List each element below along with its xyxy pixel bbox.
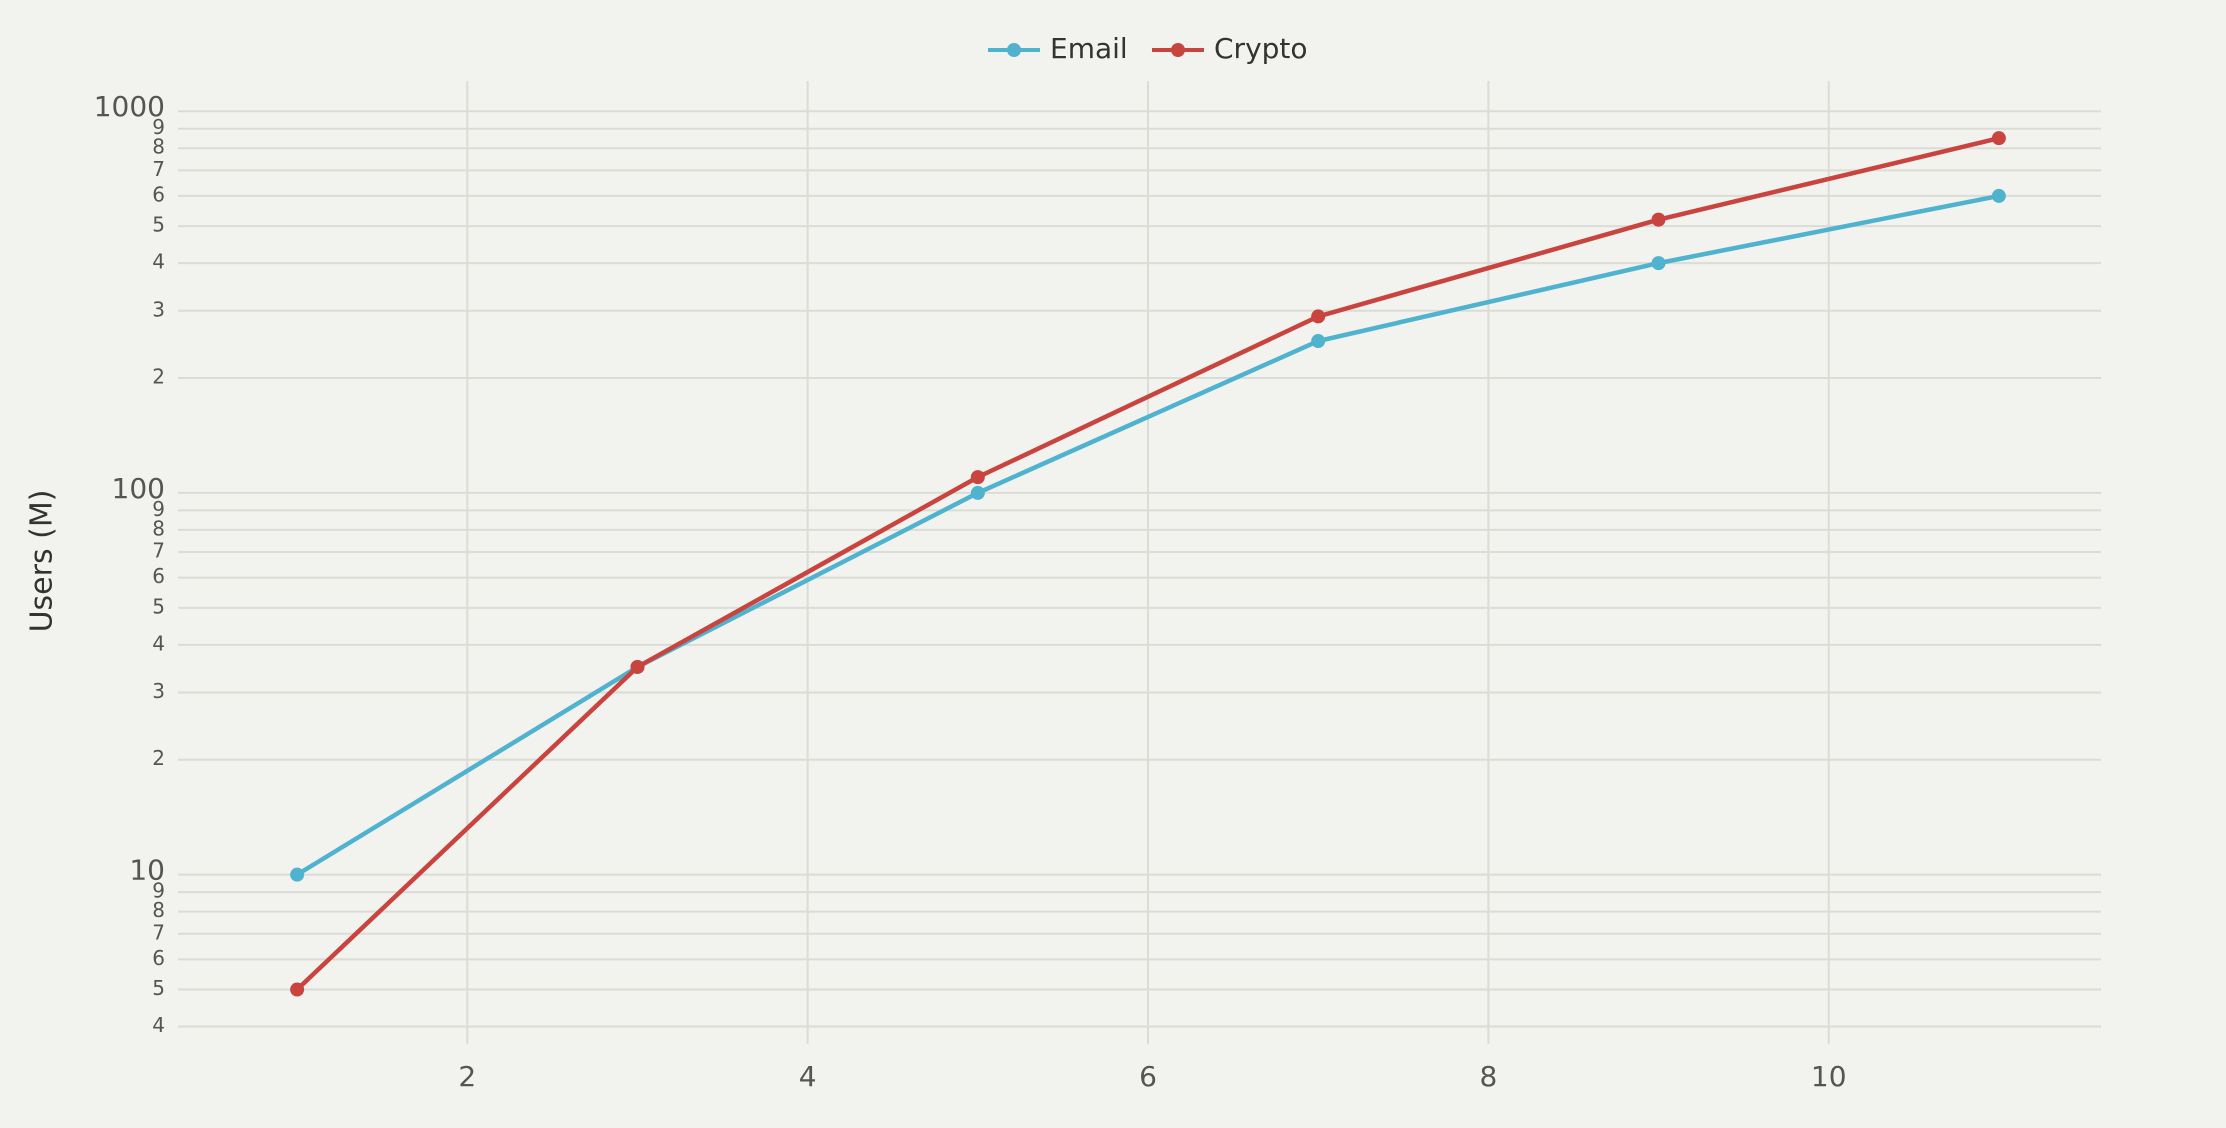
data-point bbox=[970, 485, 985, 500]
y-tick-label: 7 bbox=[152, 539, 165, 563]
y-tick-label: 2 bbox=[152, 746, 165, 770]
x-tick-label: 10 bbox=[1811, 1060, 1847, 1093]
data-point bbox=[1991, 131, 2006, 146]
legend-marker bbox=[1007, 43, 1021, 57]
data-point bbox=[1651, 212, 1666, 227]
data-point bbox=[1651, 256, 1666, 271]
y-tick-label: 5 bbox=[152, 213, 165, 237]
y-tick-label: 8 bbox=[152, 516, 165, 540]
y-tick-label: 4 bbox=[152, 250, 165, 274]
y-tick-label: 5 bbox=[152, 594, 165, 618]
y-tick-label: 7 bbox=[152, 157, 165, 181]
y-tick-label: 100 bbox=[112, 472, 165, 505]
data-point bbox=[290, 867, 305, 882]
series-line bbox=[295, 193, 2000, 877]
data-point bbox=[1311, 309, 1326, 324]
x-tick-label: 6 bbox=[1139, 1060, 1157, 1093]
series-line bbox=[295, 135, 2000, 992]
data-point bbox=[970, 470, 985, 485]
y-tick-label: 9 bbox=[152, 879, 165, 903]
y-tick-label: 8 bbox=[152, 898, 165, 922]
y-tick-label: 4 bbox=[152, 1013, 165, 1037]
legend-label: Crypto bbox=[1214, 32, 1308, 65]
x-tick-label: 8 bbox=[1479, 1060, 1497, 1093]
y-tick-label: 8 bbox=[152, 135, 165, 159]
y-tick-label: 2 bbox=[152, 365, 165, 389]
y-tick-label: 1000 bbox=[94, 90, 165, 123]
x-tick-label: 2 bbox=[458, 1060, 476, 1093]
y-tick-label: 9 bbox=[152, 115, 165, 139]
y-tick-label: 6 bbox=[152, 182, 165, 206]
y-axis-label: Users (M) bbox=[25, 490, 60, 633]
data-point bbox=[630, 659, 645, 674]
data-point bbox=[1311, 334, 1326, 349]
legend-label: Email bbox=[1050, 32, 1128, 65]
y-tick-label: 4 bbox=[152, 631, 165, 655]
y-tick-label: 9 bbox=[152, 497, 165, 521]
y-tick-label: 3 bbox=[152, 297, 165, 321]
y-tick-label: 5 bbox=[152, 976, 165, 1000]
legend-marker bbox=[1171, 43, 1185, 57]
data-point bbox=[290, 982, 305, 997]
y-tick-label: 3 bbox=[152, 679, 165, 703]
y-tick-label: 6 bbox=[152, 946, 165, 970]
y-tick-label: 10 bbox=[129, 854, 165, 887]
x-tick-label: 4 bbox=[799, 1060, 817, 1093]
data-point bbox=[1991, 188, 2006, 203]
y-tick-label: 6 bbox=[152, 564, 165, 588]
y-tick-label: 7 bbox=[152, 920, 165, 944]
